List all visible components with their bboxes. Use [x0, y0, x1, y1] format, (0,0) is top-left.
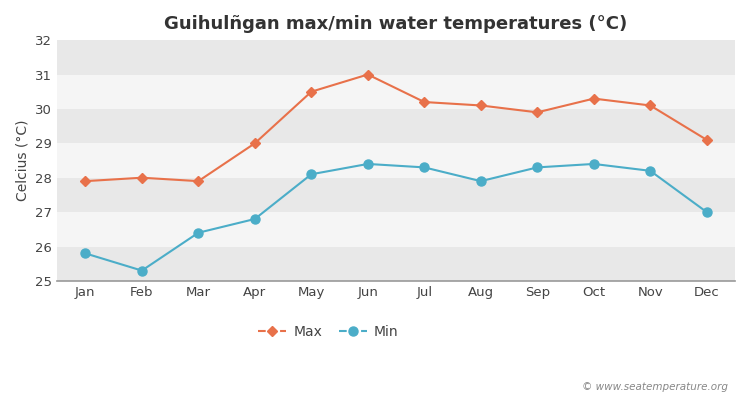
- Line: Max: Max: [82, 71, 710, 185]
- Bar: [57, 178, 735, 212]
- Y-axis label: Celcius (°C): Celcius (°C): [15, 120, 29, 201]
- Min: [137, 268, 146, 273]
- Min: [363, 162, 372, 166]
- Max: [646, 103, 655, 108]
- Min: [307, 172, 316, 177]
- Bar: [57, 74, 735, 109]
- Max: [251, 141, 260, 146]
- Bar: [57, 212, 735, 246]
- Max: [81, 179, 90, 184]
- Min: [81, 251, 90, 256]
- Bar: [57, 143, 735, 178]
- Max: [532, 110, 542, 115]
- Max: [702, 138, 711, 142]
- Max: [476, 103, 485, 108]
- Max: [590, 96, 598, 101]
- Max: [194, 179, 202, 184]
- Title: Guihulñgan max/min water temperatures (°C): Guihulñgan max/min water temperatures (°…: [164, 15, 628, 33]
- Bar: [57, 109, 735, 143]
- Min: [702, 210, 711, 214]
- Max: [363, 72, 372, 77]
- Legend: Max, Min: Max, Min: [253, 319, 404, 344]
- Text: © www.seatemperature.org: © www.seatemperature.org: [581, 382, 728, 392]
- Min: [251, 216, 260, 221]
- Max: [307, 89, 316, 94]
- Min: [420, 165, 429, 170]
- Min: [532, 165, 542, 170]
- Line: Min: Min: [81, 160, 711, 275]
- Min: [476, 179, 485, 184]
- Min: [194, 230, 202, 235]
- Bar: [57, 40, 735, 74]
- Min: [590, 162, 598, 166]
- Max: [137, 175, 146, 180]
- Bar: [57, 246, 735, 281]
- Min: [646, 168, 655, 173]
- Max: [420, 100, 429, 104]
